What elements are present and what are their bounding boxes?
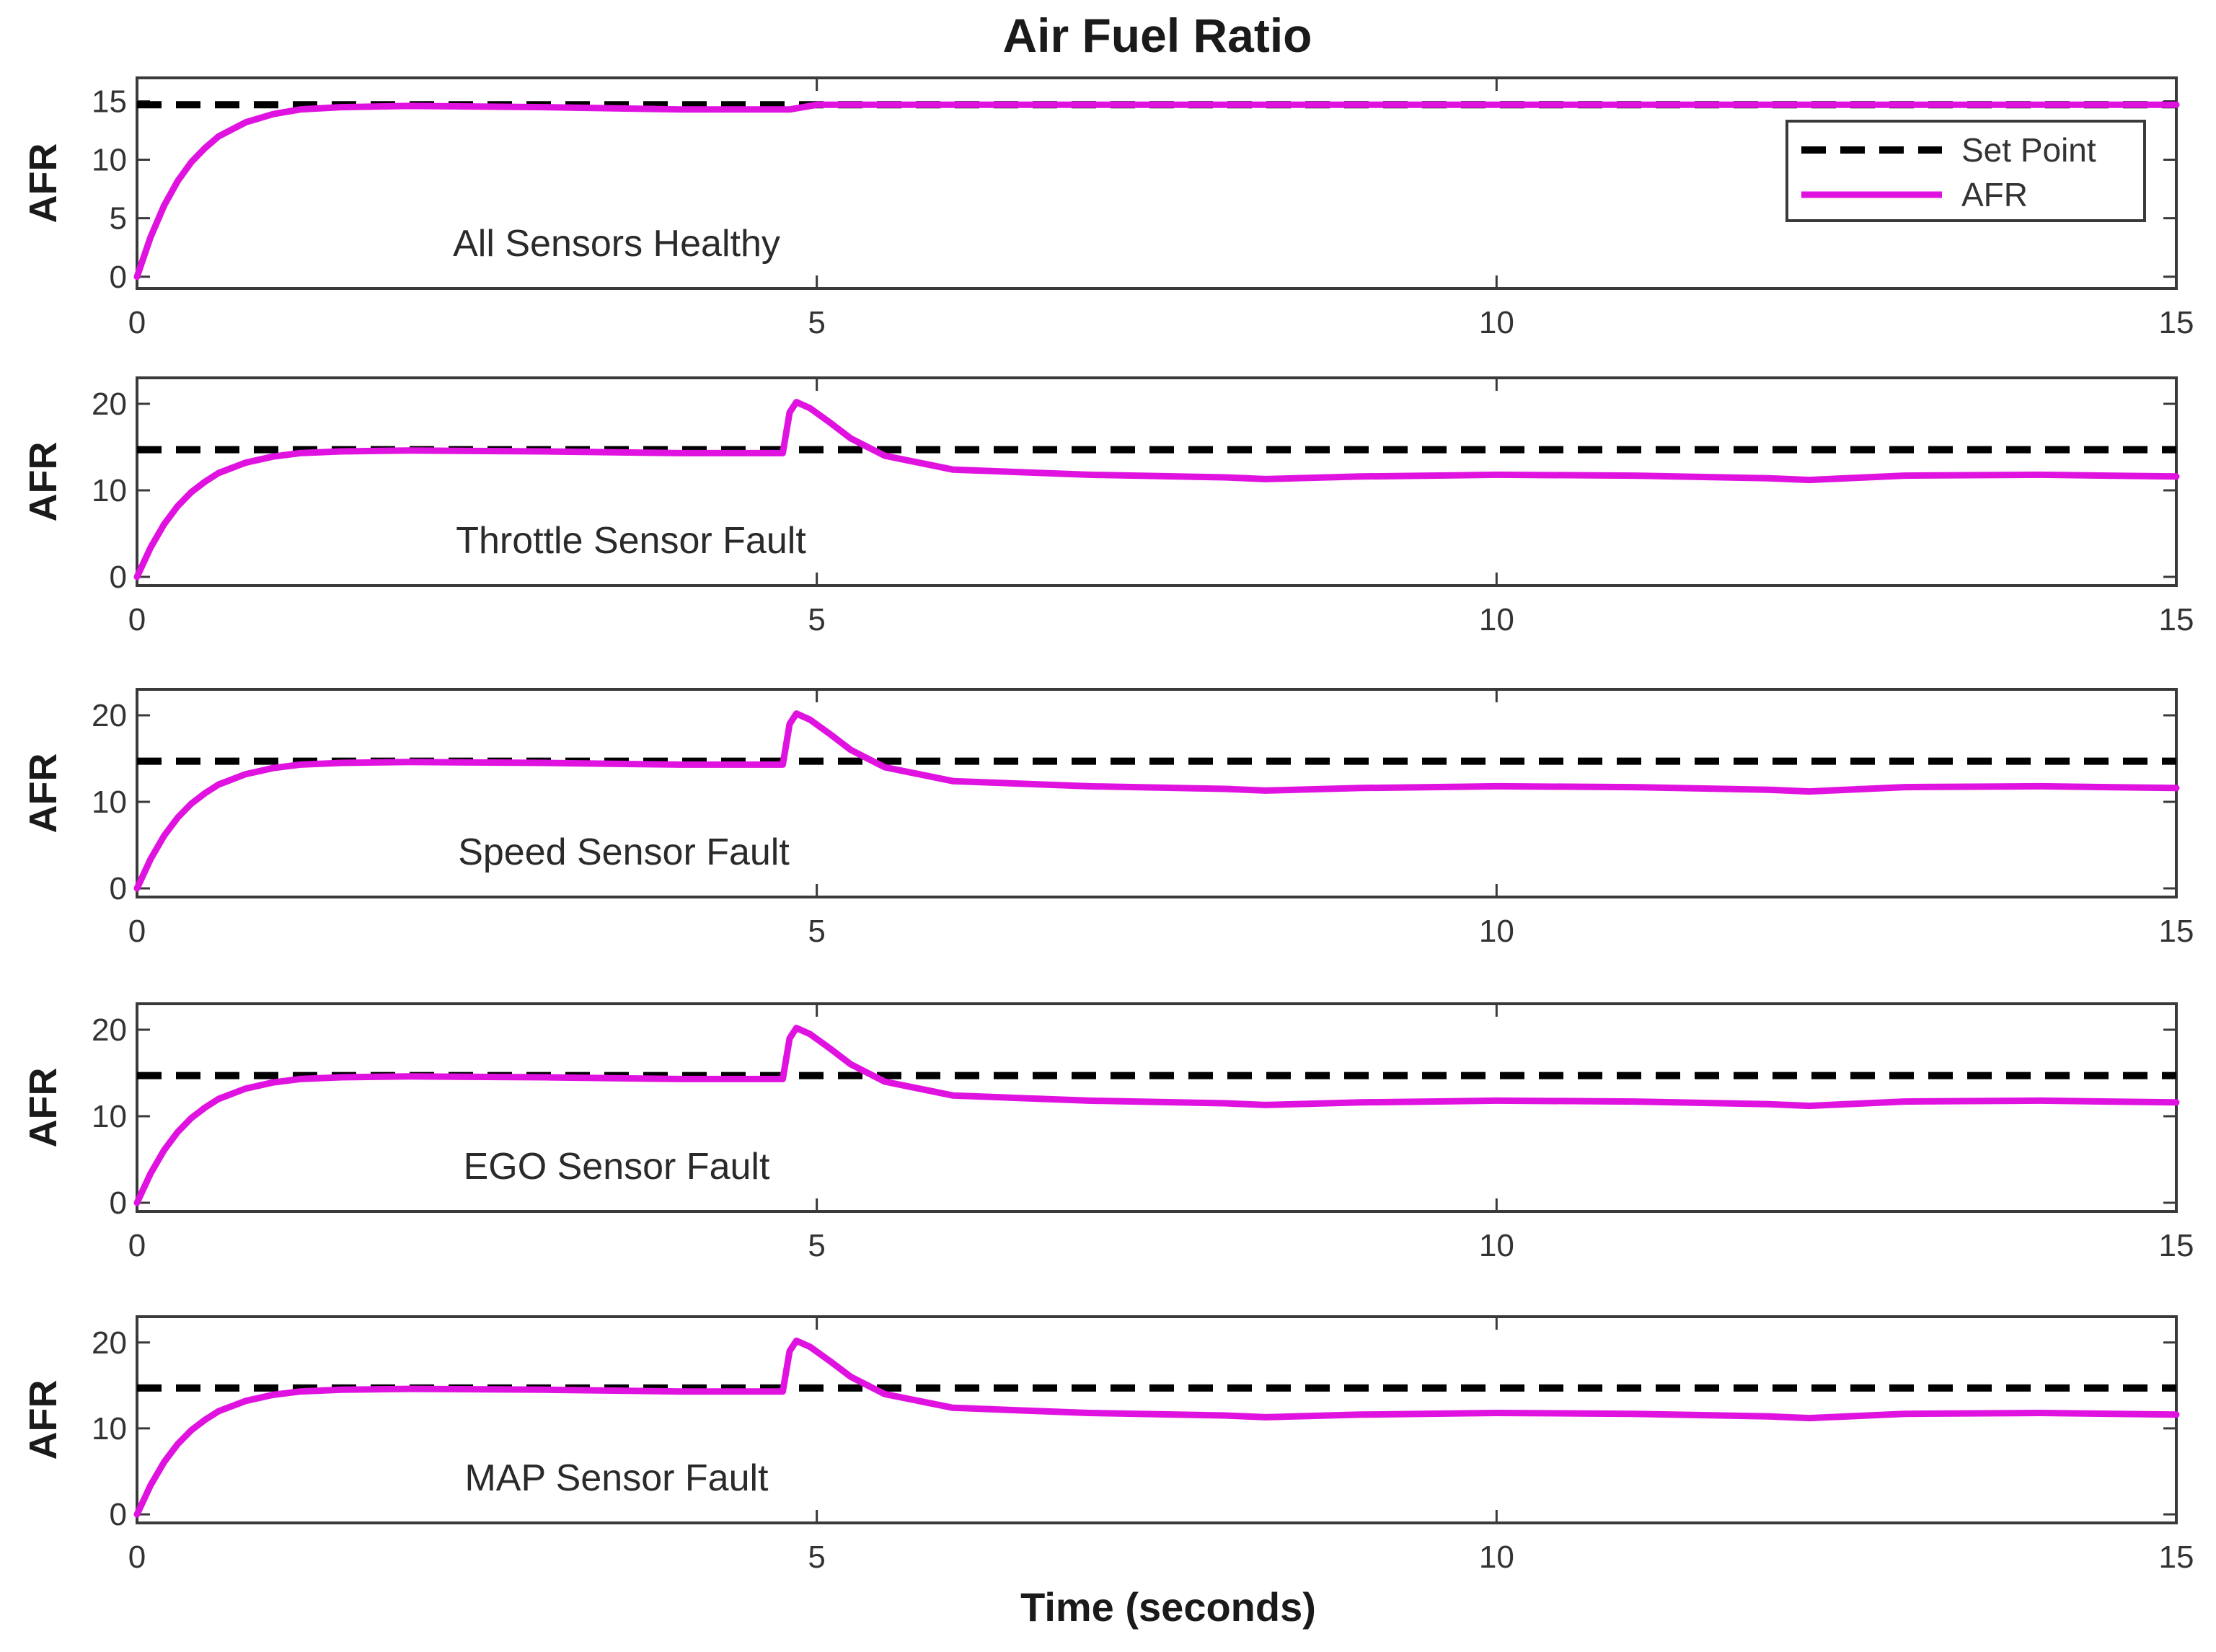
- y-tick-label: 10: [92, 1411, 127, 1446]
- x-tick-label: 0: [128, 305, 146, 340]
- x-tick-label: 5: [808, 914, 825, 949]
- y-tick-label: 0: [110, 560, 127, 595]
- y-axis-label: AFR: [22, 442, 65, 522]
- y-axis-label: AFR: [22, 1380, 65, 1460]
- x-tick-label: 5: [808, 305, 825, 340]
- afr-series-line: [133, 399, 2180, 580]
- x-tick-label: 15: [2159, 1540, 2194, 1575]
- x-tick-label: 5: [808, 1540, 825, 1575]
- y-tick-label: 0: [110, 871, 127, 906]
- afr-series-line: [133, 1337, 2180, 1518]
- x-tick-label: 15: [2159, 914, 2194, 949]
- legend-box: [1785, 120, 2146, 222]
- panel-annotation: MAP Sensor Fault: [464, 1457, 769, 1499]
- x-axis-label: Time (seconds): [1020, 1584, 1316, 1630]
- legend-entry-label: AFR: [1961, 176, 2028, 213]
- subplot-3: 0 5 10 15 0 10 20 AFR Speed Sensor Fault: [22, 688, 2194, 949]
- legend-entry-label: Set Point: [1961, 131, 2096, 169]
- x-tick-label: 15: [2159, 1228, 2194, 1263]
- x-tick-label: 10: [1479, 305, 1514, 340]
- x-tick-label: 10: [1479, 602, 1514, 637]
- x-tick-label: 5: [808, 1228, 825, 1263]
- x-tick-label: 0: [128, 914, 146, 949]
- x-tick-label: 0: [128, 1540, 146, 1575]
- y-tick-label: 10: [92, 143, 127, 178]
- subplot-5: 0 5 10 15 0 10 20 AFR MAP Sensor Fault: [22, 1315, 2194, 1575]
- y-tick-label: 20: [92, 387, 127, 422]
- subplot-panels: 0 5 10 15 0 5 10 15 AFR All Sensors Healthy Set Po…: [22, 76, 2194, 1575]
- x-tick-label: 0: [128, 602, 146, 637]
- y-tick-label: 20: [92, 1325, 127, 1361]
- y-tick-label: 10: [92, 1099, 127, 1134]
- y-tick-label: 0: [110, 1185, 127, 1221]
- x-tick-label: 5: [808, 602, 825, 637]
- y-axis-label: AFR: [22, 1068, 65, 1148]
- x-tick-label: 10: [1479, 914, 1514, 949]
- y-tick-label: 10: [92, 473, 127, 508]
- panel-annotation: All Sensors Healthy: [453, 223, 780, 265]
- y-axis-label: AFR: [22, 754, 65, 834]
- panel-annotation: Throttle Sensor Fault: [456, 520, 806, 562]
- afr-series-line: [133, 1025, 2180, 1206]
- axes-frame: [136, 376, 2178, 587]
- y-tick-label: 0: [110, 260, 127, 295]
- x-tick-label: 10: [1479, 1540, 1514, 1575]
- y-tick-label: 10: [92, 785, 127, 820]
- subplot-2: 0 5 10 15 0 10 20 AFR Throttle Sensor Fault: [22, 376, 2194, 637]
- axes-frame: [136, 1315, 2178, 1524]
- subplot-1: 0 5 10 15 0 5 10 15 AFR All Sensors Healthy Set Po…: [22, 76, 2194, 340]
- axes-frame: [136, 688, 2178, 898]
- panel-annotation: Speed Sensor Fault: [458, 831, 790, 873]
- x-tick-label: 10: [1479, 1228, 1514, 1263]
- y-axis-label: AFR: [22, 143, 65, 224]
- afr-series-line: [133, 101, 2180, 281]
- y-tick-label: 20: [92, 698, 127, 733]
- afr-series-line: [133, 710, 2180, 892]
- axes-frame: [136, 1002, 2178, 1213]
- y-tick-label: 15: [92, 84, 127, 119]
- panel-annotation: EGO Sensor Fault: [464, 1146, 770, 1188]
- figure-title: Air Fuel Ratio: [1002, 9, 1312, 62]
- y-tick-label: 0: [110, 1497, 127, 1532]
- x-tick-label: 0: [128, 1228, 146, 1263]
- x-tick-label: 15: [2159, 602, 2194, 637]
- y-tick-label: 5: [110, 201, 127, 237]
- subplot-4: 0 5 10 15 0 10 20 AFR EGO Sensor Fault: [22, 1002, 2194, 1263]
- y-tick-label: 20: [92, 1012, 127, 1048]
- x-tick-label: 15: [2159, 305, 2194, 340]
- legend: Set Point AFR: [1785, 120, 2146, 222]
